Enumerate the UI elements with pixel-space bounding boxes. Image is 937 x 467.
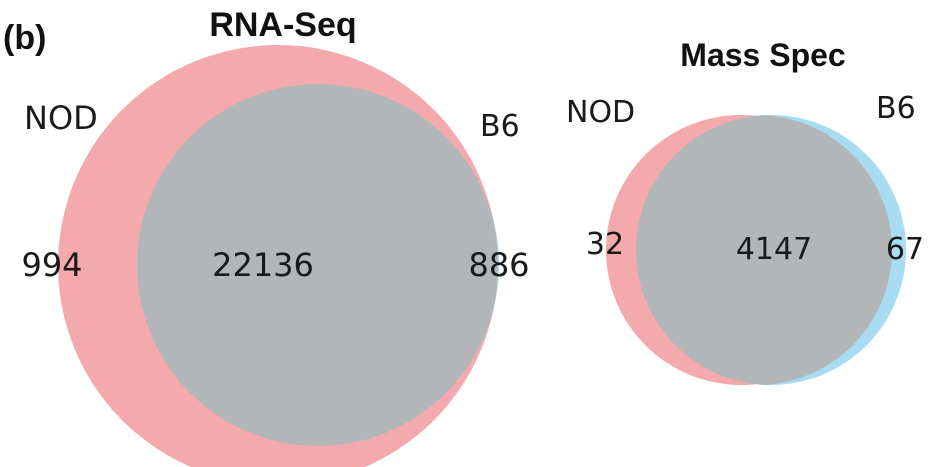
overlap-region-mass-spec (636, 115, 892, 385)
venn-mass-spec: Mass Spec NOD B6 32 4147 67 (566, 37, 924, 385)
right-set-label-rna-seq: B6 (480, 109, 520, 144)
overlap-region-rna-seq (137, 84, 498, 446)
left-only-count-mass-spec: 32 (586, 227, 624, 262)
venn-title-rna-seq: RNA-Seq (209, 6, 356, 44)
venn-title-mass-spec: Mass Spec (680, 37, 845, 73)
left-only-count-rna-seq: 994 (21, 246, 82, 284)
right-only-count-rna-seq: 886 (468, 246, 529, 284)
left-set-label-mass-spec: NOD (566, 95, 635, 130)
panel-label: (b) (3, 19, 46, 57)
overlap-count-rna-seq: 22136 (212, 246, 314, 284)
right-only-count-mass-spec: 67 (886, 232, 924, 267)
venn-rna-seq: RNA-Seq NOD B6 994 22136 886 (21, 6, 530, 467)
overlap-count-mass-spec: 4147 (736, 232, 812, 267)
right-set-label-mass-spec: B6 (876, 91, 916, 126)
left-set-label-rna-seq: NOD (24, 99, 98, 137)
